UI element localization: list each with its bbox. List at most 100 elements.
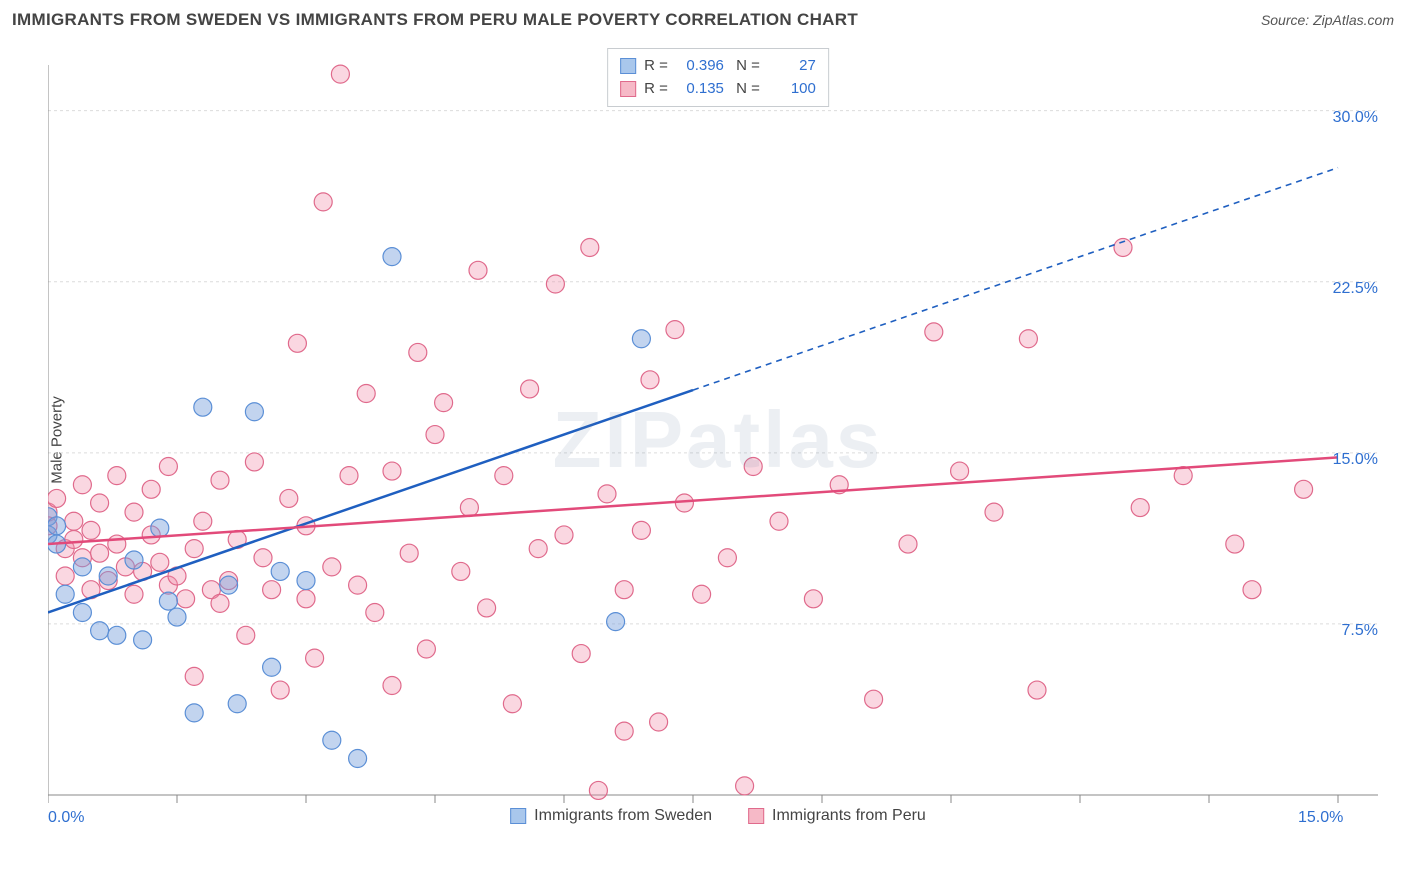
legend-item: Immigrants from Peru: [748, 807, 926, 825]
data-point: [125, 551, 143, 569]
legend-label: Immigrants from Sweden: [534, 807, 712, 825]
data-point: [56, 567, 74, 585]
y-tick-label: 30.0%: [1333, 109, 1378, 127]
data-point: [108, 626, 126, 644]
data-point: [615, 581, 633, 599]
data-point: [529, 540, 547, 558]
data-point: [280, 489, 298, 507]
data-point: [185, 540, 203, 558]
data-point: [349, 750, 367, 768]
data-point: [125, 585, 143, 603]
data-point: [426, 426, 444, 444]
data-point: [331, 65, 349, 83]
x-tick-label: 15.0%: [1298, 809, 1343, 827]
r-label: R =: [644, 55, 668, 78]
data-point: [666, 321, 684, 339]
data-point: [297, 590, 315, 608]
page-title: IMMIGRANTS FROM SWEDEN VS IMMIGRANTS FRO…: [12, 10, 858, 29]
data-point: [73, 476, 91, 494]
data-point: [460, 499, 478, 517]
data-point: [159, 458, 177, 476]
y-tick-label: 15.0%: [1333, 451, 1378, 469]
data-point: [211, 594, 229, 612]
data-point: [237, 626, 255, 644]
data-point: [400, 544, 418, 562]
data-point: [99, 567, 117, 585]
data-point: [744, 458, 762, 476]
data-point: [349, 576, 367, 594]
data-point: [409, 343, 427, 361]
data-point: [91, 622, 109, 640]
data-point: [288, 334, 306, 352]
source-attribution: Source: ZipAtlas.com: [1261, 12, 1394, 28]
legend-swatch: [620, 81, 636, 97]
data-point: [1295, 480, 1313, 498]
data-point: [168, 608, 186, 626]
data-point: [271, 681, 289, 699]
data-point: [73, 604, 91, 622]
legend-label: Immigrants from Peru: [772, 807, 926, 825]
data-point: [521, 380, 539, 398]
correlation-legend: R =0.396 N =27R =0.135 N =100: [607, 48, 829, 107]
data-point: [899, 535, 917, 553]
trend-line-extrapolated: [693, 168, 1338, 390]
data-point: [598, 485, 616, 503]
data-point: [254, 549, 272, 567]
data-point: [245, 403, 263, 421]
scatter-plot: [48, 45, 1388, 835]
data-point: [271, 562, 289, 580]
data-point: [632, 330, 650, 348]
data-point: [1131, 499, 1149, 517]
data-point: [263, 658, 281, 676]
data-point: [185, 704, 203, 722]
data-point: [134, 631, 152, 649]
data-point: [142, 480, 160, 498]
x-tick-label: 0.0%: [48, 809, 84, 827]
data-point: [417, 640, 435, 658]
data-point: [951, 462, 969, 480]
data-point: [48, 489, 66, 507]
data-point: [366, 604, 384, 622]
data-point: [675, 494, 693, 512]
data-point: [91, 544, 109, 562]
correlation-row: R =0.396 N =27: [620, 55, 816, 78]
n-label: N =: [732, 55, 760, 78]
data-point: [641, 371, 659, 389]
data-point: [73, 558, 91, 576]
data-point: [572, 645, 590, 663]
data-point: [323, 558, 341, 576]
source-name: ZipAtlas.com: [1313, 12, 1394, 28]
data-point: [865, 690, 883, 708]
data-point: [151, 553, 169, 571]
legend-swatch: [510, 808, 526, 824]
data-point: [632, 521, 650, 539]
data-point: [263, 581, 281, 599]
data-point: [297, 572, 315, 590]
data-point: [925, 323, 943, 341]
data-point: [340, 467, 358, 485]
data-point: [607, 613, 625, 631]
data-point: [736, 777, 754, 795]
data-point: [469, 261, 487, 279]
data-point: [211, 471, 229, 489]
n-value: 100: [768, 78, 816, 101]
legend-item: Immigrants from Sweden: [510, 807, 712, 825]
data-point: [228, 695, 246, 713]
data-point: [650, 713, 668, 731]
data-point: [125, 503, 143, 521]
data-point: [108, 467, 126, 485]
data-point: [435, 394, 453, 412]
data-point: [503, 695, 521, 713]
data-point: [108, 535, 126, 553]
r-value: 0.135: [676, 78, 724, 101]
source-prefix: Source:: [1261, 12, 1313, 28]
data-point: [65, 531, 83, 549]
data-point: [383, 462, 401, 480]
n-value: 27: [768, 55, 816, 78]
data-point: [306, 649, 324, 667]
data-point: [555, 526, 573, 544]
data-point: [314, 193, 332, 211]
data-point: [91, 494, 109, 512]
correlation-row: R =0.135 N =100: [620, 78, 816, 101]
data-point: [693, 585, 711, 603]
